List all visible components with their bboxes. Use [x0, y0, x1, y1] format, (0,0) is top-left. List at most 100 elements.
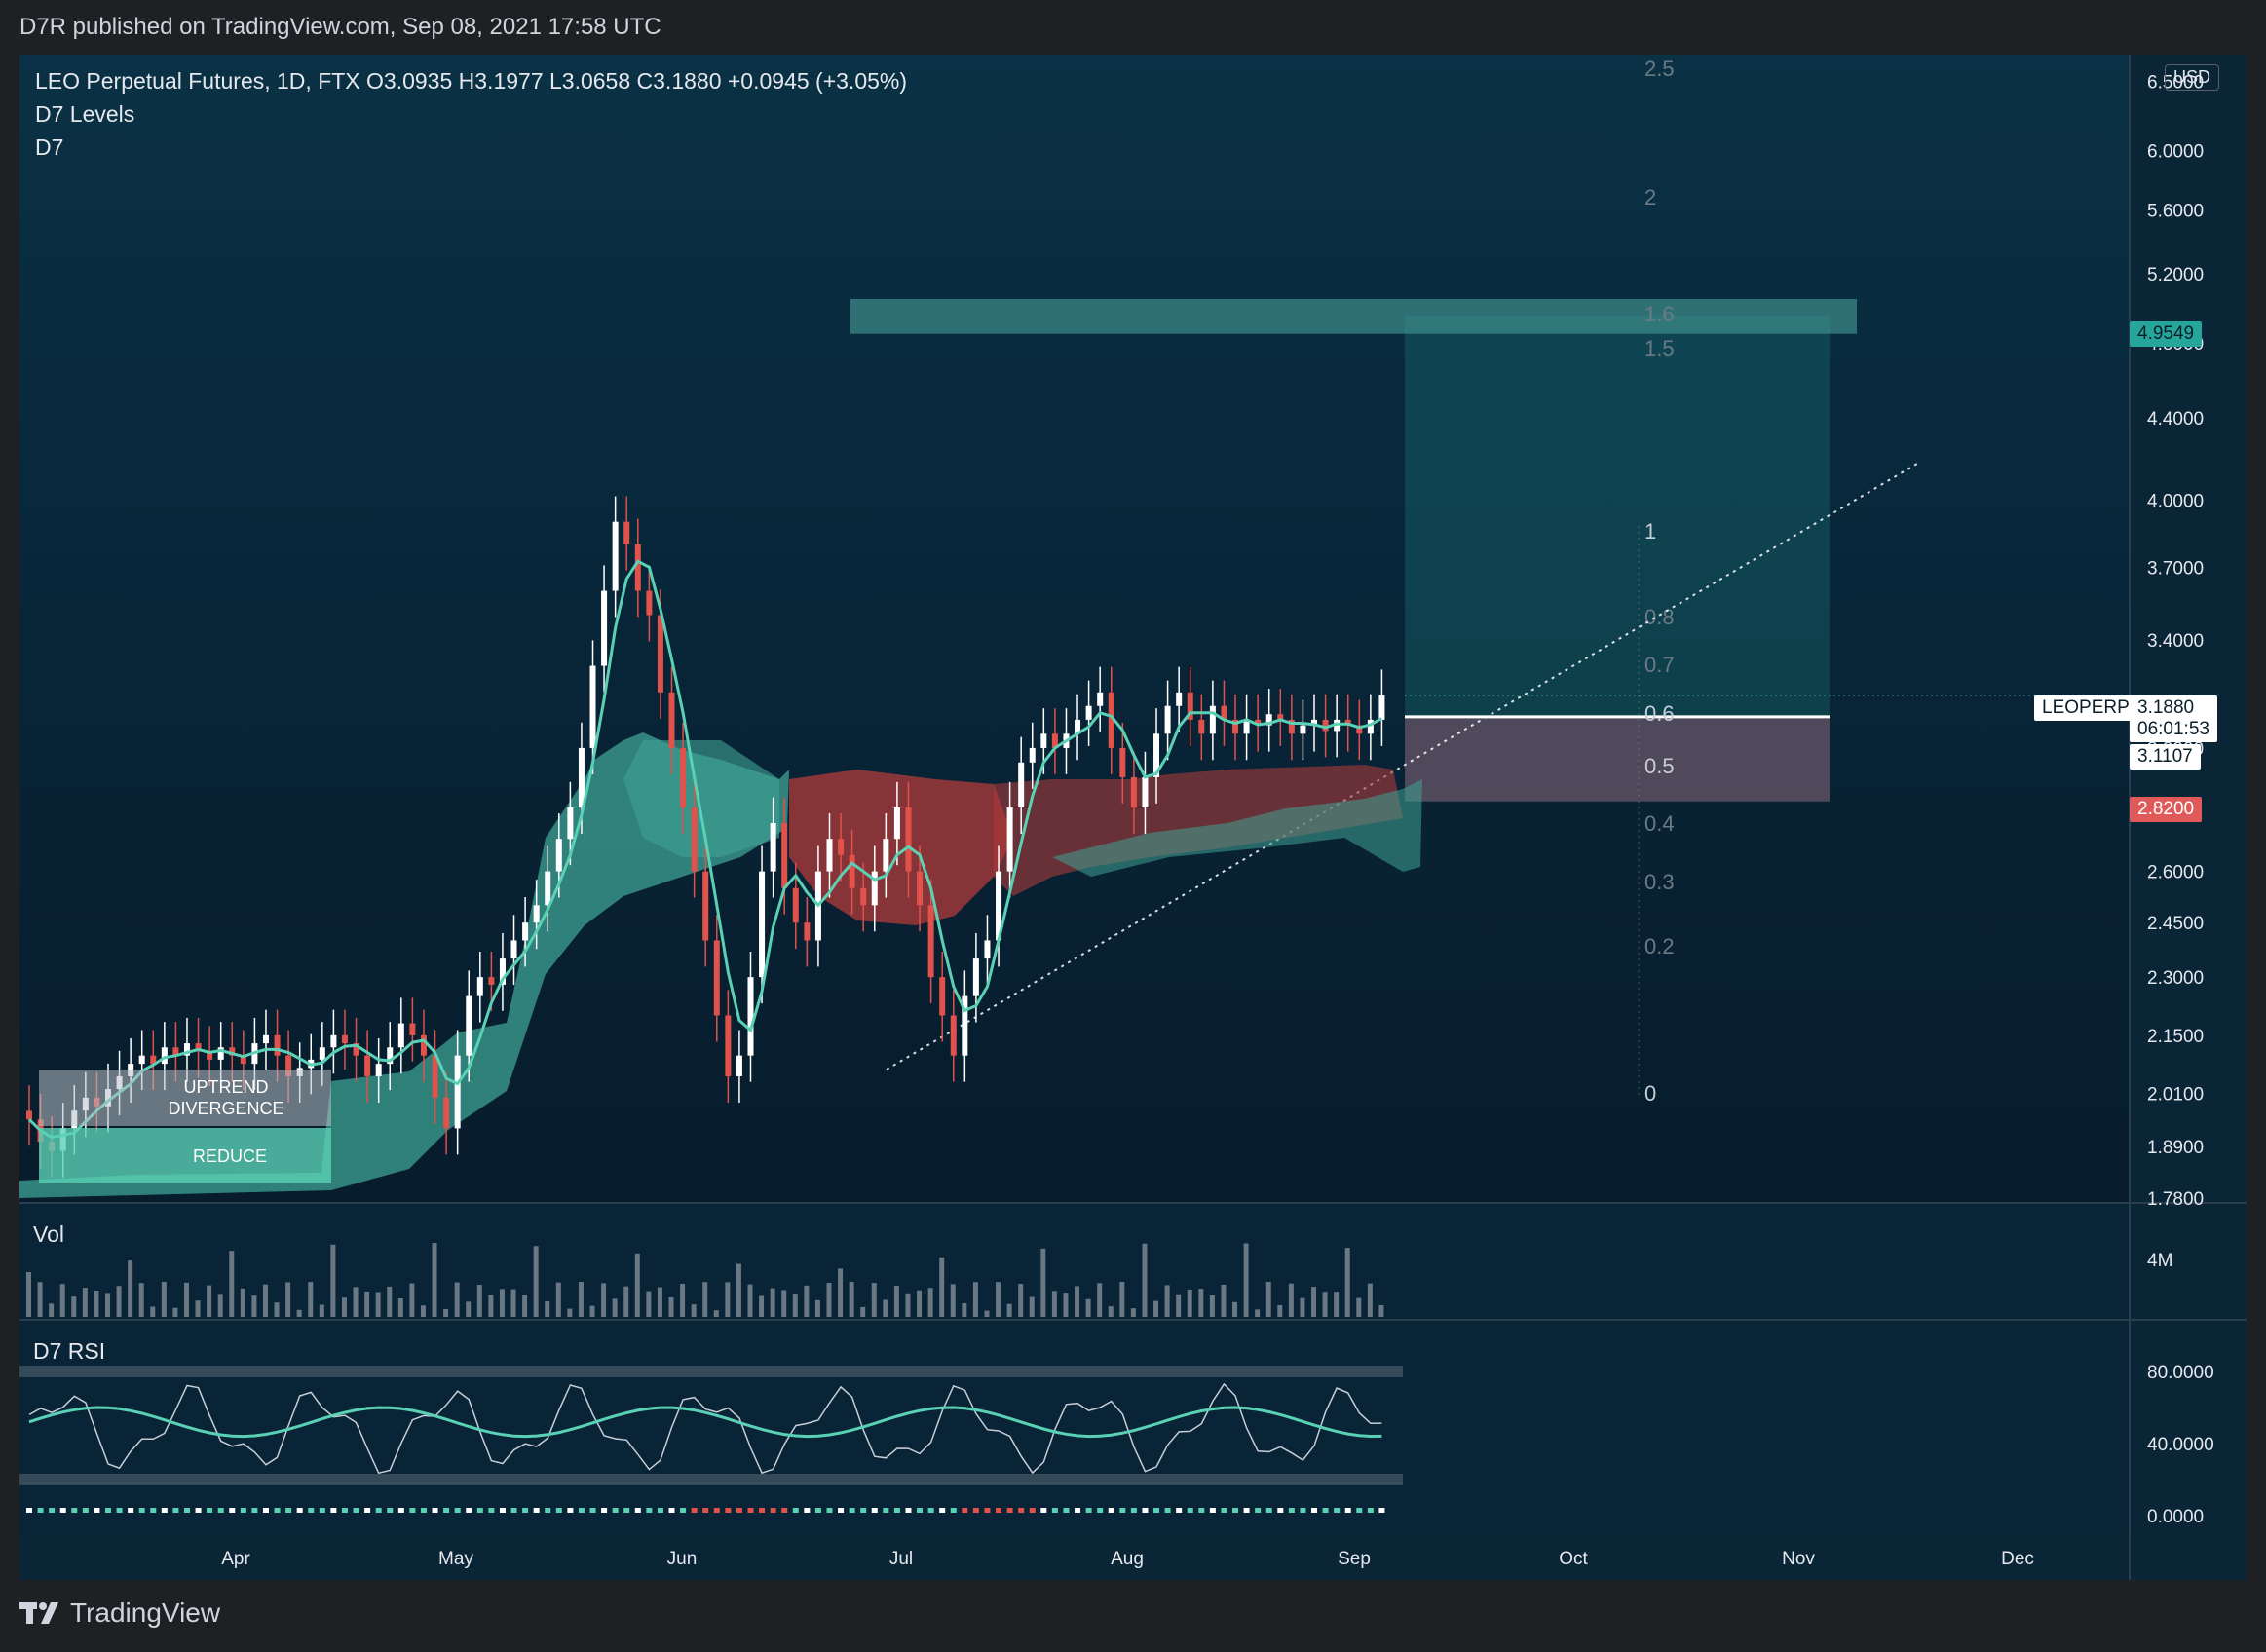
candle-body[interactable] [522, 922, 529, 941]
candle-body[interactable] [984, 940, 991, 959]
volume-bar[interactable] [454, 1282, 460, 1317]
candle-body[interactable] [917, 871, 924, 906]
candle-body[interactable] [792, 887, 799, 923]
volume-bar[interactable] [826, 1282, 832, 1317]
volume-bar[interactable] [533, 1246, 539, 1317]
candle-body[interactable] [432, 1055, 438, 1098]
candle-body[interactable] [950, 1015, 957, 1056]
uptrend-divergence-box[interactable] [39, 1070, 331, 1126]
volume-bar[interactable] [1187, 1289, 1192, 1317]
volume-bar[interactable] [1243, 1243, 1249, 1317]
candle-body[interactable] [1051, 733, 1058, 748]
volume-bar[interactable] [893, 1286, 899, 1317]
candle-body[interactable] [713, 940, 720, 1016]
candle-body[interactable] [195, 1043, 202, 1052]
volume-bar[interactable] [94, 1291, 99, 1317]
volume-bar[interactable] [589, 1305, 595, 1317]
volume-bar[interactable] [601, 1283, 607, 1317]
candle-body[interactable] [781, 822, 788, 888]
candle-body[interactable] [138, 1055, 145, 1065]
candle-body[interactable] [285, 1055, 292, 1076]
candle-body[interactable] [893, 807, 900, 840]
volume-bar[interactable] [1378, 1304, 1384, 1317]
candle-body[interactable] [646, 590, 653, 616]
candle-body[interactable] [1265, 714, 1272, 726]
indicator-d7-levels[interactable]: D7 Levels [35, 101, 135, 127]
volume-bar[interactable] [905, 1293, 911, 1317]
volume-bar[interactable] [387, 1286, 393, 1317]
candle-body[interactable] [454, 1055, 461, 1129]
volume-bar[interactable] [262, 1284, 268, 1317]
volume-bar[interactable] [1288, 1283, 1294, 1317]
volume-bar[interactable] [972, 1282, 978, 1317]
volume-bar[interactable] [950, 1284, 956, 1317]
candle-body[interactable] [747, 977, 754, 1056]
volume-bar[interactable] [240, 1288, 245, 1317]
candle-body[interactable] [725, 1015, 732, 1076]
volume-bar[interactable] [150, 1306, 156, 1317]
volume-bar[interactable] [1040, 1248, 1046, 1317]
candle-body[interactable] [1176, 692, 1183, 706]
volume-bar[interactable] [82, 1288, 88, 1317]
volume-bar[interactable] [1344, 1248, 1350, 1317]
volume-bar[interactable] [927, 1288, 933, 1317]
volume-bar[interactable] [578, 1282, 584, 1317]
volume-bar[interactable] [1142, 1243, 1148, 1317]
candle-body[interactable] [26, 1110, 32, 1120]
candle-body[interactable] [353, 1043, 359, 1056]
candle-body[interactable] [702, 871, 709, 941]
candle-body[interactable] [1322, 719, 1329, 732]
candle-body[interactable] [1378, 695, 1385, 720]
volume-bar[interactable] [804, 1285, 810, 1317]
candle-body[interactable] [1277, 714, 1284, 720]
volume-bar[interactable] [657, 1287, 662, 1317]
volume-bar[interactable] [1075, 1286, 1080, 1317]
candle-body[interactable] [927, 905, 934, 978]
candle-body[interactable] [657, 615, 663, 693]
candle-body[interactable] [860, 887, 867, 906]
candle-body[interactable] [905, 807, 912, 872]
symbol-ohlc[interactable]: LEO Perpetual Futures, 1D, FTX O3.0935 H… [35, 68, 908, 94]
candle-body[interactable] [330, 1034, 337, 1048]
volume-bar[interactable] [1006, 1303, 1012, 1317]
candle-body[interactable] [466, 995, 472, 1056]
candle-body[interactable] [567, 807, 574, 840]
candle-body[interactable] [1119, 747, 1126, 777]
volume-bar[interactable] [759, 1295, 765, 1317]
candle-body[interactable] [612, 521, 619, 591]
volume-bar[interactable] [341, 1297, 347, 1317]
volume-bar[interactable] [1300, 1297, 1305, 1317]
volume-bar[interactable] [567, 1308, 573, 1317]
volume-bar[interactable] [488, 1295, 494, 1317]
volume-bar[interactable] [849, 1282, 854, 1317]
volume-bar[interactable] [1063, 1293, 1069, 1317]
volume-bar[interactable] [691, 1304, 697, 1317]
volume-bar[interactable] [634, 1253, 640, 1317]
volume-bar[interactable] [1085, 1298, 1091, 1317]
volume-bar[interactable] [814, 1299, 820, 1317]
candle-body[interactable] [555, 839, 562, 872]
candle-body[interactable] [1209, 705, 1216, 734]
volume-bar[interactable] [781, 1290, 787, 1317]
candle-body[interactable] [1288, 719, 1295, 734]
candle-body[interactable] [1029, 747, 1036, 763]
reduce-box[interactable] [39, 1128, 331, 1183]
stop-zone[interactable] [1405, 716, 1830, 802]
volume-bar[interactable] [476, 1285, 482, 1317]
candle-body[interactable] [759, 871, 766, 978]
volume-bar[interactable] [871, 1283, 877, 1317]
volume-bar[interactable] [1255, 1309, 1261, 1317]
volume-bar[interactable] [409, 1283, 415, 1317]
candle-body[interactable] [387, 1047, 394, 1065]
candle-body[interactable] [578, 747, 585, 808]
volume-bar[interactable] [1097, 1283, 1103, 1317]
target-zone[interactable] [1405, 315, 1830, 717]
candle-body[interactable] [533, 905, 540, 923]
volume-bar[interactable] [1130, 1308, 1136, 1317]
candle-body[interactable] [1018, 762, 1025, 808]
candle-body[interactable] [1097, 692, 1104, 706]
candle-body[interactable] [217, 1047, 224, 1060]
candle-body[interactable] [601, 590, 608, 666]
volume-bar[interactable] [274, 1302, 280, 1317]
volume-bar[interactable] [183, 1282, 189, 1317]
